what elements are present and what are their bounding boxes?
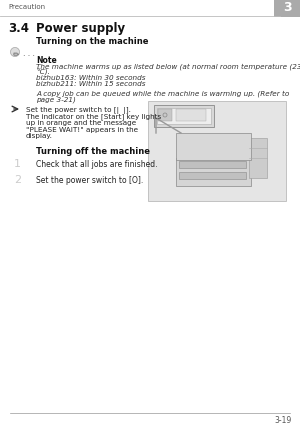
Text: bizhub163: Within 30 seconds: bizhub163: Within 30 seconds: [36, 75, 146, 81]
Text: display.: display.: [26, 133, 53, 139]
Text: °C).: °C).: [36, 69, 50, 76]
FancyBboxPatch shape: [148, 101, 286, 201]
Text: 3-19: 3-19: [275, 416, 292, 425]
Text: Turning off the machine: Turning off the machine: [36, 147, 150, 156]
Text: The machine warms up as listed below (at normal room temperature (23: The machine warms up as listed below (at…: [36, 63, 300, 70]
Text: Set the power switch to [O].: Set the power switch to [O].: [36, 176, 143, 185]
Text: A copy job can be queued while the machine is warming up. (Refer to: A copy job can be queued while the machi…: [36, 90, 289, 96]
Text: "PLEASE WAIT!" appears in the: "PLEASE WAIT!" appears in the: [26, 127, 138, 133]
Text: Power supply: Power supply: [36, 22, 125, 35]
FancyBboxPatch shape: [274, 0, 300, 17]
Text: . . .: . . .: [23, 49, 35, 58]
Text: Set the power switch to [|  |].: Set the power switch to [| |].: [26, 107, 131, 114]
Text: Turning on the machine: Turning on the machine: [36, 37, 148, 46]
Text: 1: 1: [14, 159, 21, 169]
Text: ✏: ✏: [13, 49, 19, 58]
Text: 2: 2: [14, 175, 21, 185]
FancyBboxPatch shape: [249, 138, 267, 178]
FancyBboxPatch shape: [176, 133, 251, 160]
FancyBboxPatch shape: [176, 158, 251, 186]
FancyBboxPatch shape: [154, 105, 214, 127]
FancyBboxPatch shape: [157, 108, 211, 124]
Text: 3: 3: [283, 1, 291, 14]
Text: The indicator on the [Start] key lights: The indicator on the [Start] key lights: [26, 113, 161, 120]
FancyBboxPatch shape: [179, 172, 246, 179]
Text: Check that all jobs are finished.: Check that all jobs are finished.: [36, 160, 158, 169]
Text: bizhub211: Within 15 seconds: bizhub211: Within 15 seconds: [36, 81, 146, 87]
FancyBboxPatch shape: [179, 161, 246, 168]
Text: Precaution: Precaution: [8, 4, 45, 10]
Text: up in orange and the message: up in orange and the message: [26, 120, 136, 126]
FancyBboxPatch shape: [158, 109, 172, 121]
Text: 3.4: 3.4: [8, 22, 29, 35]
FancyBboxPatch shape: [176, 109, 206, 121]
Circle shape: [11, 48, 20, 57]
Text: Note: Note: [36, 56, 57, 65]
Text: page 3-21): page 3-21): [36, 96, 76, 102]
